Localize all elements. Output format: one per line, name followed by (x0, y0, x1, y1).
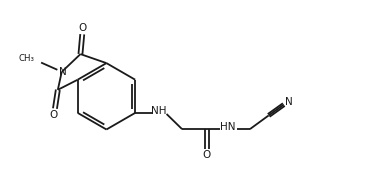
Text: O: O (49, 110, 57, 120)
Text: NH: NH (151, 106, 166, 116)
Text: CH₃: CH₃ (19, 54, 35, 63)
Text: O: O (202, 150, 211, 160)
Text: O: O (78, 23, 86, 33)
Text: N: N (285, 97, 293, 107)
Text: HN: HN (220, 122, 235, 132)
Text: N: N (59, 67, 67, 77)
